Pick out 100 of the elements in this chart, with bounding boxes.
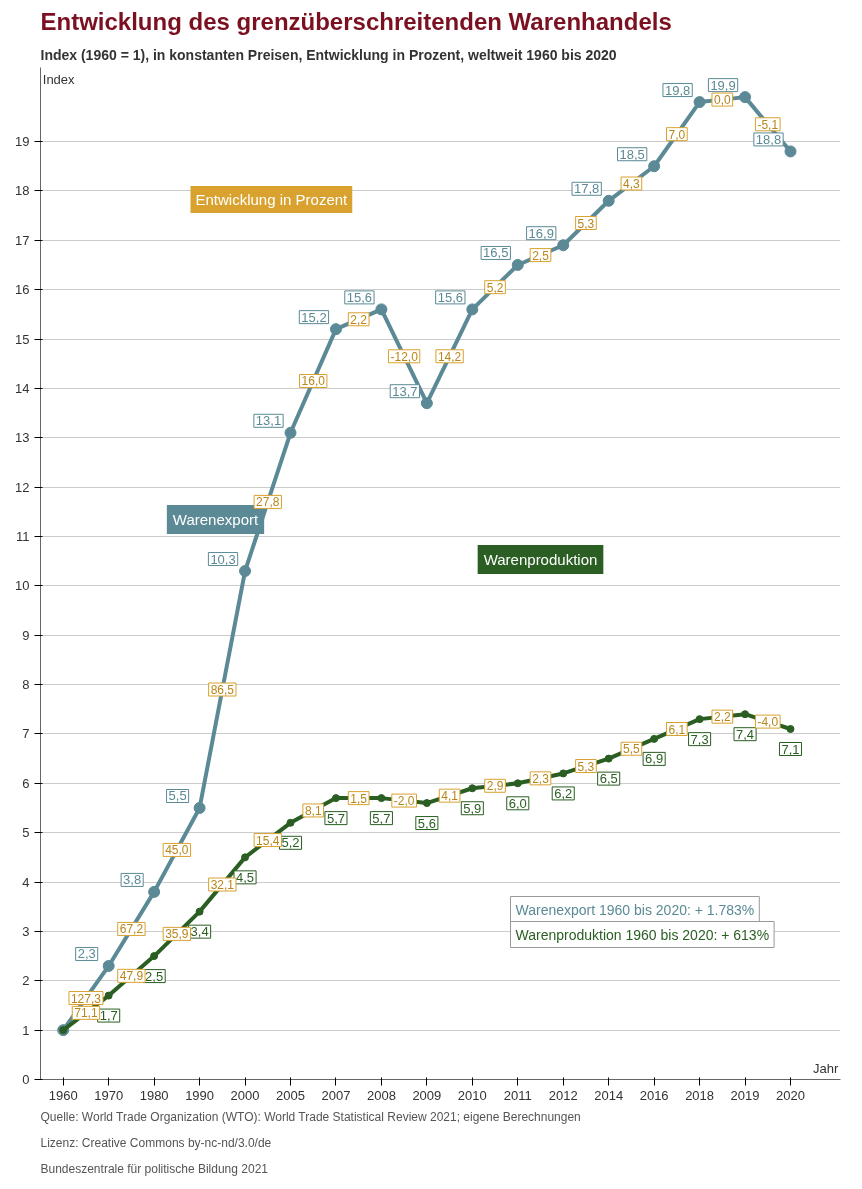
y-tick-label: 17 bbox=[15, 232, 30, 248]
annotation: Warenexport 1960 bis 2020: + 1.783% bbox=[515, 901, 755, 918]
y-tick-label: 2 bbox=[22, 973, 30, 989]
annotation: 2,9 bbox=[486, 779, 504, 794]
data-label: 2,5 bbox=[145, 968, 164, 984]
annotation: 2,2 bbox=[713, 710, 731, 725]
x-tick-label: 2007 bbox=[321, 1087, 351, 1103]
annotation: 45,0 bbox=[165, 843, 189, 858]
annotation: Entwicklung in Prozent bbox=[195, 191, 349, 208]
annotation: 5,5 bbox=[623, 742, 641, 757]
annotation: Warenproduktion 1960 bis 2020: + 613% bbox=[515, 926, 770, 943]
annotation: -12,0 bbox=[390, 349, 419, 364]
y-tick-label: 3 bbox=[22, 923, 30, 939]
data-label: 5,7 bbox=[326, 810, 345, 826]
x-tick-label: 2005 bbox=[276, 1087, 305, 1103]
text: Bundeszentrale für politische Bildung 2021 bbox=[40, 1161, 269, 1176]
data-label: 10,3 bbox=[210, 551, 236, 567]
data-label: 7,1 bbox=[781, 741, 800, 757]
annotation: -4,0 bbox=[757, 715, 779, 730]
y-tick-label: 0 bbox=[22, 1072, 30, 1087]
y-tick-label: 10 bbox=[15, 578, 30, 594]
data-label: 15,6 bbox=[346, 289, 373, 305]
x-axis-title: Jahr bbox=[812, 1060, 839, 1076]
annotation: 35,9 bbox=[165, 927, 189, 942]
annotation: 7,0 bbox=[668, 127, 686, 142]
data-label: 19,8 bbox=[664, 82, 691, 98]
y-axis-title: Index bbox=[42, 71, 76, 87]
data-label: 3,8 bbox=[123, 872, 142, 888]
annotation: 4,1 bbox=[441, 789, 459, 804]
y-tick-label: 6 bbox=[22, 775, 30, 791]
annotation: 47,9 bbox=[119, 969, 144, 984]
data-label: 18,5 bbox=[619, 146, 645, 162]
annotation: 5,2 bbox=[486, 280, 504, 295]
y-tick-label: 14 bbox=[15, 380, 30, 396]
data-label: 2,3 bbox=[77, 946, 96, 962]
y-tick-label: 9 bbox=[22, 627, 30, 643]
data-label: 15,6 bbox=[437, 289, 463, 305]
source-note: Quelle: World Trade Organization (WTO): World Trade Statistical Review 2021; eigene Berechnungen bbox=[40, 1109, 581, 1124]
annotation: 8,1 bbox=[304, 803, 322, 818]
y-tick-label: 15 bbox=[15, 331, 30, 347]
text: Lizenz: Creative Commons by-nc-nd/3.0/de bbox=[40, 1135, 272, 1150]
annotation: 16,0 bbox=[301, 374, 326, 389]
data-label: 6,5 bbox=[599, 771, 618, 787]
data-label: 16,9 bbox=[528, 225, 554, 241]
x-tick-label: 2020 bbox=[776, 1087, 805, 1103]
series-label: Warenexport bbox=[172, 511, 259, 528]
annotation: 14,2 bbox=[437, 349, 462, 364]
data-label: 13,7 bbox=[392, 383, 418, 399]
annotation: 5,3 bbox=[577, 216, 595, 231]
x-tick-label: 2019 bbox=[730, 1087, 760, 1103]
y-tick-label: 13 bbox=[15, 430, 30, 446]
annotation: 0,0 bbox=[713, 93, 731, 108]
data-label: 5,5 bbox=[168, 788, 187, 804]
x-tick-label: 2011 bbox=[503, 1087, 532, 1103]
data-label: 1,7 bbox=[99, 1008, 118, 1024]
data-label: 3,4 bbox=[190, 924, 209, 940]
data-label: 4,5 bbox=[236, 869, 255, 885]
data-label: 16,5 bbox=[483, 245, 509, 261]
x-tick-label: 2014 bbox=[594, 1087, 624, 1103]
data-label: 7,4 bbox=[736, 726, 755, 742]
y-tick-label: 7 bbox=[22, 726, 30, 742]
annotation: 127,3 bbox=[70, 991, 102, 1006]
annotation: 27,8 bbox=[256, 495, 280, 510]
data-label: 6,2 bbox=[554, 785, 573, 801]
data-label: 5,9 bbox=[463, 800, 482, 816]
annotation: 4,3 bbox=[623, 177, 641, 192]
y-tick-label: 4 bbox=[22, 874, 30, 890]
x-tick-label: 2000 bbox=[230, 1087, 260, 1103]
annotation: 2,2 bbox=[350, 312, 368, 327]
x-tick-label: 2012 bbox=[548, 1087, 578, 1103]
x-tick-label: 1990 bbox=[185, 1087, 215, 1103]
annotation: 5,3 bbox=[577, 759, 595, 774]
annotation: 1,5 bbox=[350, 791, 368, 806]
annotation: 32,1 bbox=[210, 878, 235, 892]
annotation: 86,5 bbox=[210, 683, 235, 698]
y-tick-label: 5 bbox=[22, 825, 30, 841]
x-tick-label: 2016 bbox=[639, 1087, 669, 1103]
y-tick-label: 8 bbox=[22, 677, 30, 693]
chart-title: Entwicklung des grenzüberschreitenden Warenhandels bbox=[40, 7, 672, 35]
x-tick-label: 2009 bbox=[412, 1087, 442, 1103]
text: Warenproduktion bbox=[483, 551, 598, 568]
data-label: 19,9 bbox=[710, 77, 736, 93]
data-label: 17,8 bbox=[574, 181, 600, 197]
annotation: 15,4 bbox=[256, 833, 280, 848]
x-tick-label: 2018 bbox=[685, 1087, 715, 1103]
data-label: 7,3 bbox=[690, 731, 709, 747]
annotation: 2,3 bbox=[532, 771, 550, 786]
y-tick-label: 11 bbox=[16, 528, 30, 544]
y-tick-label: 1 bbox=[22, 1022, 30, 1038]
y-tick-label: 18 bbox=[15, 183, 30, 199]
data-label: 5,2 bbox=[281, 835, 300, 851]
annotation: 2,5 bbox=[532, 248, 550, 263]
data-label: 5,7 bbox=[372, 810, 391, 826]
x-tick-label: 1970 bbox=[94, 1087, 124, 1103]
data-label: 13,1 bbox=[255, 413, 282, 429]
annotation: -2,0 bbox=[393, 794, 415, 809]
x-tick-label: 2008 bbox=[366, 1087, 396, 1103]
annotation: 71,1 bbox=[74, 1006, 98, 1021]
data-label: 18,8 bbox=[755, 131, 782, 147]
data-label: 6,0 bbox=[508, 795, 527, 811]
